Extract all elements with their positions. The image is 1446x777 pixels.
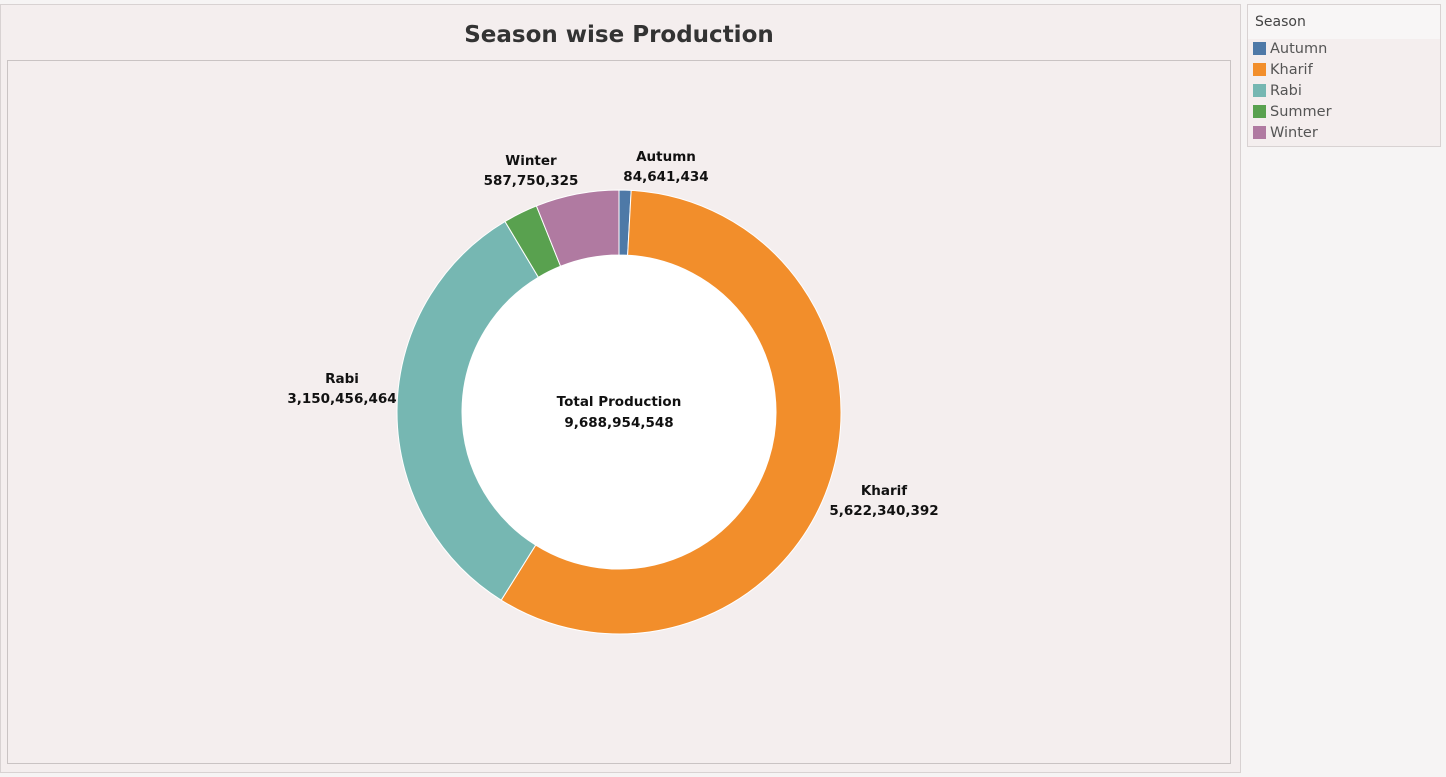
plot-area: Total Production 9,688,954,548 Autumn 84,64…	[7, 60, 1231, 764]
legend-swatch	[1253, 105, 1266, 118]
legend-swatch	[1253, 84, 1266, 97]
legend-label: Rabi	[1270, 83, 1302, 99]
legend-title: Season	[1248, 5, 1440, 39]
legend-swatch	[1253, 126, 1266, 139]
slice-label-winter: Winter	[505, 153, 557, 169]
legend-swatch	[1253, 63, 1266, 76]
slice-value-winter: 587,750,325	[484, 173, 579, 189]
chart-panel: Season wise Production Total Production 9…	[0, 4, 1241, 773]
legend-label: Autumn	[1270, 41, 1328, 57]
center-value: 9,688,954,548	[564, 415, 673, 431]
legend-label: Kharif	[1270, 62, 1313, 78]
slice-value-autumn: 84,641,434	[623, 169, 708, 185]
legend-item-winter[interactable]: Winter	[1248, 123, 1440, 144]
legend: Season Autumn Kharif Rabi Summer Winter	[1247, 4, 1441, 147]
legend-item-summer[interactable]: Summer	[1248, 102, 1440, 123]
donut-hole	[462, 255, 776, 569]
legend-item-autumn[interactable]: Autumn	[1248, 39, 1440, 60]
legend-label: Summer	[1270, 104, 1332, 120]
legend-items: Autumn Kharif Rabi Summer Winter	[1248, 39, 1440, 144]
donut-chart: Total Production 9,688,954,548 Autumn 84,64…	[287, 149, 939, 635]
slice-value-kharif: 5,622,340,392	[829, 503, 938, 519]
slice-label-kharif: Kharif	[861, 483, 907, 499]
legend-label: Winter	[1270, 125, 1318, 141]
legend-item-kharif[interactable]: Kharif	[1248, 60, 1440, 81]
slice-label-rabi: Rabi	[325, 371, 359, 387]
slice-label-autumn: Autumn	[636, 149, 696, 165]
chart-title: Season wise Production	[464, 22, 774, 48]
legend-item-rabi[interactable]: Rabi	[1248, 81, 1440, 102]
legend-swatch	[1253, 42, 1266, 55]
slice-value-rabi: 3,150,456,464	[287, 391, 396, 407]
center-label: Total Production	[557, 394, 682, 410]
